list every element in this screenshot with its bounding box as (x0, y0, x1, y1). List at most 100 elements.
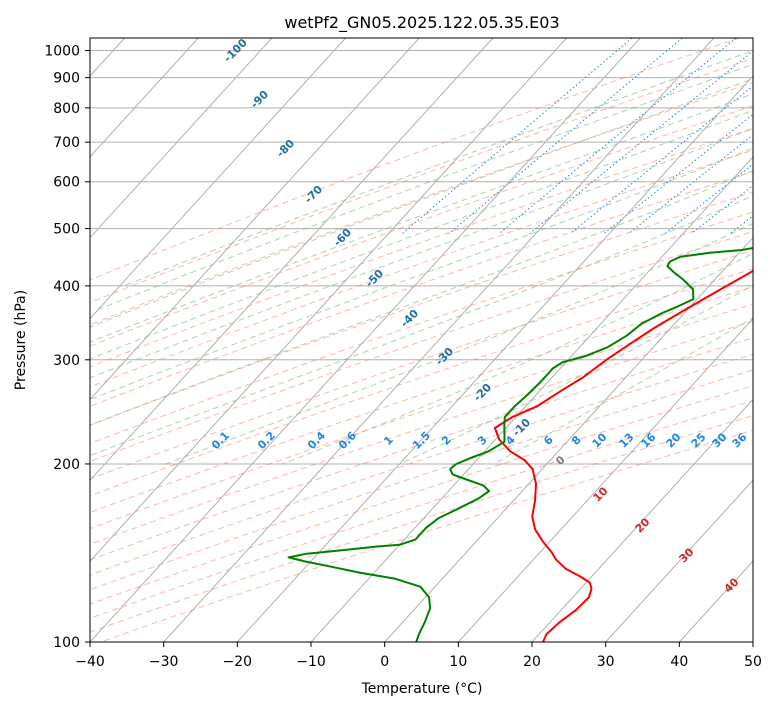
mixing-ratio-line (628, 134, 753, 235)
dry-adiabat-label: -30 (433, 345, 456, 368)
dewpoint-profile (287, 246, 753, 642)
pressure-gridlines (90, 50, 753, 642)
x-tick-label: 0 (380, 654, 389, 670)
mixing-ratio-label: 25 (689, 431, 709, 451)
moist-adiabat-line (90, 78, 753, 328)
isotherm-line (752, 641, 753, 642)
isotherm-label: 10 (591, 484, 611, 504)
x-axis-label: Temperature (°C) (361, 681, 483, 697)
dry-adiabat-label: -50 (363, 267, 386, 290)
dry-adiabat-line (90, 230, 753, 463)
moist-adiabat-line (90, 93, 753, 343)
moist-adiabats (90, 50, 753, 465)
isotherm-line (605, 479, 753, 642)
x-tick-label: 10 (449, 654, 467, 670)
y-tick-label: 500 (53, 222, 80, 238)
dry-adiabat-line (90, 170, 753, 407)
dry-adiabat-line (90, 127, 753, 368)
isotherm-line (90, 38, 494, 482)
moist-adiabat-line (165, 222, 753, 465)
dry-adiabat-line (90, 57, 753, 304)
isotherm-line (531, 398, 753, 642)
dry-adiabat-label: -80 (274, 137, 297, 160)
mixing-ratio-label: 3 (475, 433, 490, 448)
x-tick-label: 50 (744, 654, 762, 670)
mixing-ratio-label: 20 (664, 430, 684, 450)
dry-adiabat-label: -70 (302, 183, 325, 206)
moist-adiabat-line (90, 109, 753, 360)
mixing-ratio-line (569, 85, 753, 235)
mixing-ratio-label: 30 (710, 430, 730, 450)
isotherm-line (90, 38, 567, 562)
x-tick-label: −20 (223, 654, 253, 670)
dry-adiabat-line (90, 369, 753, 591)
y-axis-ticks: 1000 900 800 700 600 500 400 300 200 100 (44, 44, 90, 651)
isotherm-line (90, 38, 420, 401)
dry-adiabat-line (90, 38, 740, 281)
mixing-ratio-label: 6 (541, 433, 556, 448)
mixing-ratio-line (690, 184, 753, 235)
y-tick-label: 300 (53, 353, 80, 369)
dry-adiabat-line (90, 353, 753, 576)
dry-adiabat-label: -20 (471, 381, 494, 404)
mixing-ratio-label: 1 (381, 433, 396, 448)
x-tick-label: 30 (597, 654, 615, 670)
mixing-ratio-label: 0.1 (209, 429, 232, 452)
dry-adiabat-line (90, 415, 753, 633)
x-tick-label: −40 (75, 654, 105, 670)
plot-frame (89, 37, 754, 643)
dry-adiabat-line (90, 191, 753, 426)
x-axis-ticks: −40 −30 −20 −10 0 10 20 30 40 50 (75, 642, 762, 670)
mixing-ratio-line (448, 38, 683, 235)
skewed-isotherms (90, 38, 753, 642)
isotherm-line (90, 38, 346, 320)
mixing-ratio-line (729, 215, 753, 235)
moist-adiabat-line (90, 170, 753, 426)
dry-adiabat-line (90, 303, 753, 530)
y-tick-label: 800 (53, 101, 80, 117)
dry-adiabat-line (90, 268, 753, 497)
isotherm-line (236, 75, 753, 642)
plot-area: 010203040-100-90-80-70-60-50-40-30-20-10… (90, 38, 753, 642)
isotherm-line (90, 38, 273, 239)
y-tick-label: 100 (53, 635, 80, 651)
mixing-ratio-line (603, 113, 753, 235)
x-tick-label: −10 (296, 654, 326, 670)
moist-adiabat-line (399, 284, 753, 465)
moist-adiabat-line (123, 50, 753, 287)
dry-adiabat-line (100, 429, 753, 642)
moist-adiabat-line (90, 127, 753, 379)
mixing-ratio-line (498, 38, 737, 235)
y-tick-label: 200 (53, 457, 80, 473)
mixing-ratio-label: 10 (590, 430, 610, 450)
x-tick-label: 20 (523, 654, 541, 670)
mixing-ratio-line (664, 163, 753, 235)
isotherm-line (90, 38, 199, 158)
mixing-ratio-label: 0.4 (305, 429, 328, 452)
isotherm-label: 30 (677, 545, 697, 565)
y-tick-label: 600 (53, 175, 80, 191)
moist-adiabat-line (282, 252, 753, 465)
mixing-ratio-label: 16 (639, 430, 659, 450)
y-tick-label: 900 (53, 71, 80, 87)
x-tick-label: −30 (149, 654, 179, 670)
sounding-profiles (287, 246, 753, 642)
mixing-ratio-label: 8 (569, 433, 584, 448)
isotherm-line (310, 156, 753, 642)
isotherm-line (163, 38, 715, 642)
line-labels: 010203040-100-90-80-70-60-50-40-30-20-10… (209, 38, 750, 596)
x-tick-label: 40 (670, 654, 688, 670)
mixing-ratio-label: 2 (439, 433, 454, 448)
temperature-profile (493, 269, 753, 642)
isotherm-line (457, 317, 753, 642)
moist-adiabat-line (90, 147, 753, 401)
mixing-ratio-line (401, 38, 633, 235)
y-tick-label: 700 (53, 135, 80, 151)
isotherm-label: 20 (633, 515, 653, 535)
mixing-ratio-label: 0.2 (255, 429, 278, 452)
dry-adiabat-label: -60 (331, 226, 354, 249)
dry-adiabat-line (90, 320, 753, 545)
dry-adiabats (90, 38, 753, 642)
dry-adiabat-line (90, 211, 753, 445)
